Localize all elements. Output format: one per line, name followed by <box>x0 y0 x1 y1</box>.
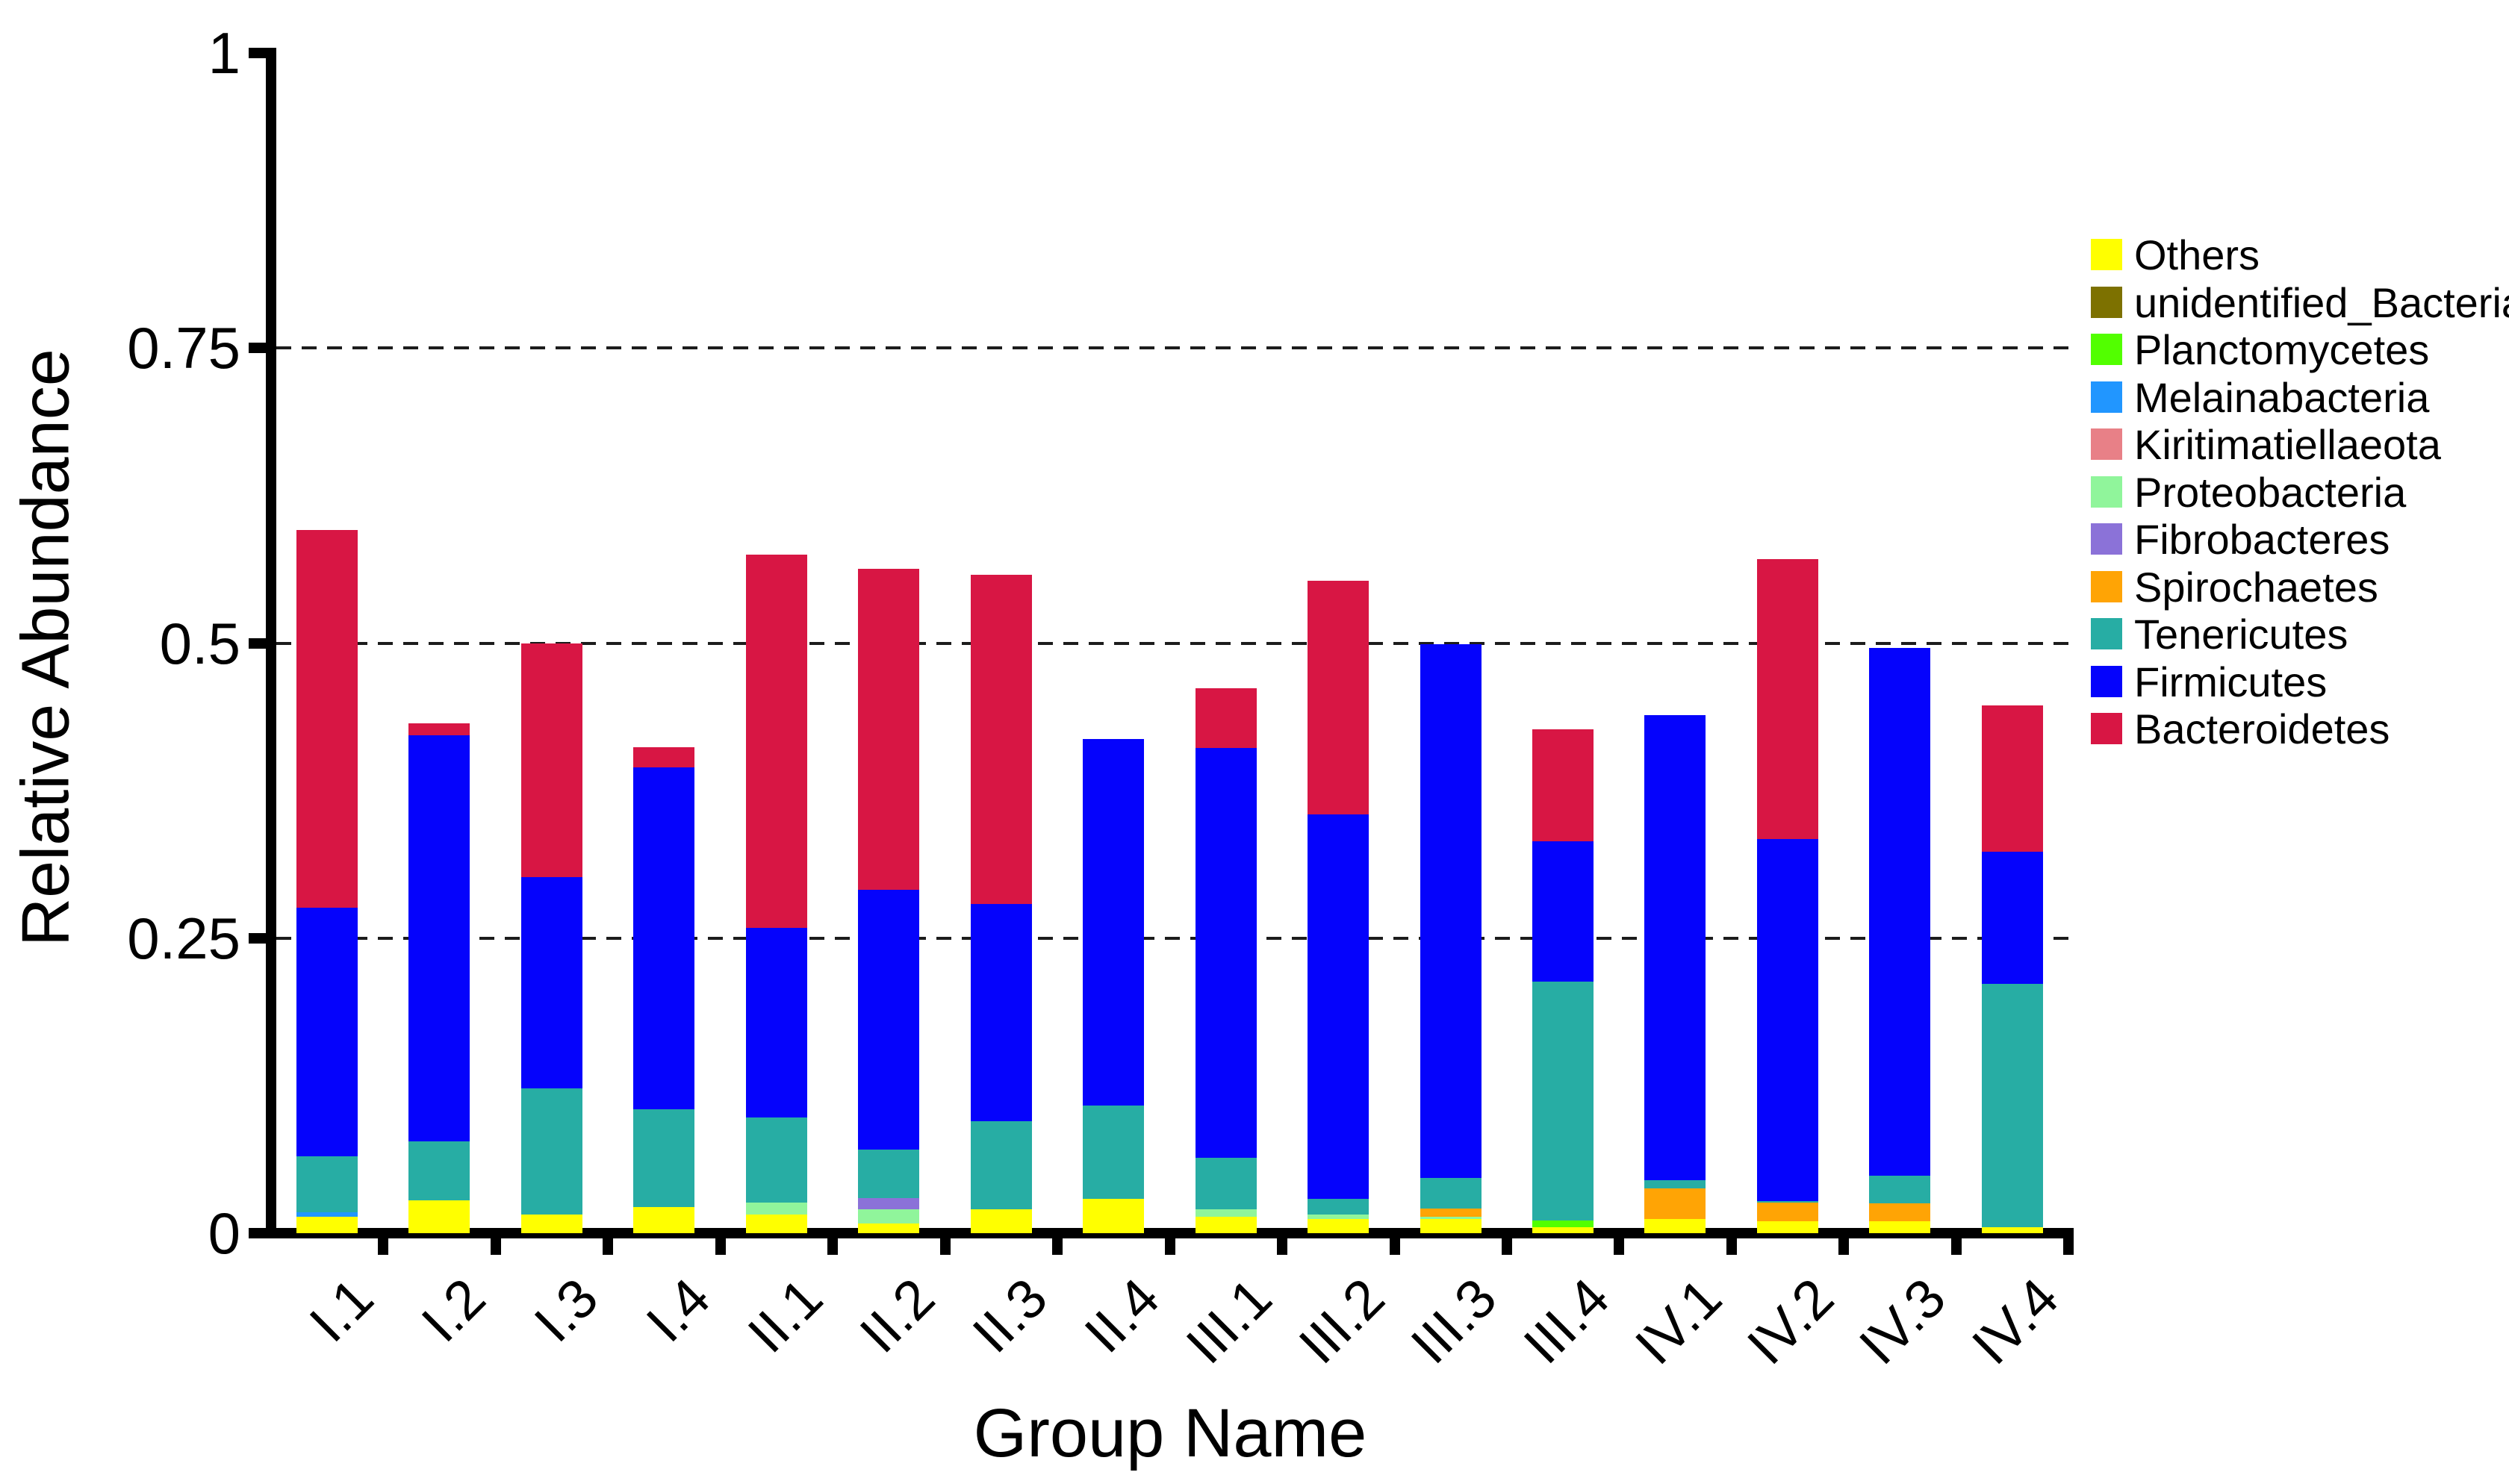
bar-segment-I.2-Others[interactable] <box>408 1200 470 1233</box>
legend-swatch-kiritimatiellaeota <box>2091 428 2122 460</box>
bar-segment-III.1-Firmicutes[interactable] <box>1195 748 1257 1233</box>
y-axis-title: Relative Abundance <box>8 349 84 947</box>
x-tick-4 <box>715 1228 726 1255</box>
x-tick-label-III.1: III.1 <box>1174 1266 1284 1376</box>
legend-swatch-planctomycetes <box>2091 334 2122 365</box>
y-tick-0.75 <box>249 343 271 354</box>
legend-label-unidentified_bacteria: unidentified_Bacteria <box>2134 278 2509 326</box>
x-tick-14 <box>1838 1228 1850 1255</box>
bar-segment-II.4-Others[interactable] <box>1083 1199 1145 1233</box>
bar-segment-IV.4-Others[interactable] <box>1981 1227 2043 1233</box>
y-tick-label-0.25: 0.25 <box>127 905 240 971</box>
y-tick-label-0: 0 <box>208 1200 240 1266</box>
bar-segment-IV.4-Tenericutes[interactable] <box>1981 984 2043 1233</box>
bar-segment-III.4-Tenericutes[interactable] <box>1532 982 1594 1233</box>
x-axis-title: Group Name <box>973 1395 1367 1471</box>
x-tick-label-IV.1: IV.1 <box>1623 1266 1733 1377</box>
bar-segment-III.4-Others[interactable] <box>1532 1227 1594 1233</box>
legend-label-melainabacteria: Melainabacteria <box>2134 373 2430 421</box>
x-tick-16 <box>2063 1228 2074 1255</box>
x-tick-1 <box>378 1228 389 1255</box>
x-tick-label-I.4: I.4 <box>634 1266 722 1354</box>
x-tick-label-I.2: I.2 <box>409 1266 497 1354</box>
bar-segment-I.1-Others[interactable] <box>296 1216 358 1233</box>
legend-label-fibrobacteres: Fibrobacteres <box>2134 516 2390 563</box>
y-tick-0 <box>249 1228 271 1238</box>
legend-label-planctomycetes: Planctomycetes <box>2134 326 2430 373</box>
bar-segment-II.1-Others[interactable] <box>745 1214 807 1233</box>
legend-label-spirochaetes: Spirochaetes <box>2134 563 2378 611</box>
legend-swatch-firmicutes <box>2091 665 2122 697</box>
x-tick-8 <box>1164 1228 1175 1255</box>
y-tick-label-1: 1 <box>208 20 240 86</box>
legend-swatch-unidentified_bacteria <box>2091 286 2122 318</box>
x-tick-9 <box>1277 1228 1288 1255</box>
x-tick-10 <box>1389 1228 1400 1255</box>
bar-segment-IV.1-Others[interactable] <box>1644 1219 1706 1233</box>
bar-segment-II.3-Others[interactable] <box>970 1209 1032 1233</box>
x-tick-label-II.4: II.4 <box>1072 1266 1172 1365</box>
x-tick-label-III.3: III.3 <box>1399 1266 1508 1376</box>
x-tick-11 <box>1501 1228 1512 1255</box>
x-tick-label-IV.2: IV.2 <box>1735 1266 1846 1377</box>
x-tick-label-II.2: II.2 <box>848 1266 947 1365</box>
bar-segment-III.3-Firmicutes[interactable] <box>1420 644 1482 1233</box>
x-tick-label-IV.3: IV.3 <box>1847 1266 1958 1377</box>
bar-segment-III.1-Others[interactable] <box>1195 1216 1257 1233</box>
legend-label-others: Others <box>2134 231 2260 278</box>
bar-segment-I.3-Others[interactable] <box>520 1214 582 1233</box>
legend-label-kiritimatiellaeota: Kiritimatiellaeota <box>2134 421 2441 468</box>
gridline-0.75 <box>276 346 2068 350</box>
x-tick-13 <box>1726 1228 1737 1255</box>
x-tick-6 <box>939 1228 951 1255</box>
bar-segment-III.2-Others[interactable] <box>1308 1219 1369 1233</box>
x-tick-label-IV.4: IV.4 <box>1959 1266 2070 1377</box>
x-tick-12 <box>1614 1228 1625 1255</box>
bar-segment-III.2-Firmicutes[interactable] <box>1308 814 1369 1233</box>
y-tick-0.25 <box>249 932 271 944</box>
legend-swatch-spirochaetes <box>2091 570 2122 602</box>
x-tick-label-III.2: III.2 <box>1287 1266 1396 1376</box>
x-tick-label-II.1: II.1 <box>736 1266 834 1365</box>
legend-label-proteobacteria: Proteobacteria <box>2134 468 2407 516</box>
bar-segment-IV.3-Firmicutes[interactable] <box>1869 647 1931 1233</box>
legend-swatch-fibrobacteres <box>2091 523 2122 555</box>
bar-segment-IV.2-Others[interactable] <box>1756 1221 1818 1233</box>
x-tick-label-I.1: I.1 <box>297 1266 385 1354</box>
bar-segment-I.3-Tenericutes[interactable] <box>520 1088 582 1233</box>
x-tick-2 <box>490 1228 501 1255</box>
x-tick-label-II.3: II.3 <box>960 1266 1059 1365</box>
bar-segment-II.2-Others[interactable] <box>858 1223 920 1233</box>
x-tick-15 <box>1950 1228 1962 1255</box>
legend-swatch-melainabacteria <box>2091 381 2122 413</box>
legend-label-firmicutes: Firmicutes <box>2134 658 2328 705</box>
bar-segment-III.3-Others[interactable] <box>1420 1219 1482 1233</box>
y-tick-1 <box>249 48 271 58</box>
legend-swatch-bacteroidetes <box>2091 713 2122 744</box>
legend-label-bacteroidetes: Bacteroidetes <box>2134 705 2390 752</box>
x-tick-5 <box>827 1228 839 1255</box>
x-tick-3 <box>603 1228 614 1255</box>
legend-swatch-proteobacteria <box>2091 476 2122 508</box>
bar-segment-IV.2-Firmicutes[interactable] <box>1756 838 1818 1233</box>
gridline-0.5 <box>276 641 2068 645</box>
x-tick-7 <box>1052 1228 1063 1255</box>
bar-segment-I.4-Others[interactable] <box>633 1207 695 1233</box>
bar-segment-IV.1-Firmicutes[interactable] <box>1644 714 1706 1233</box>
gridline-0.25 <box>276 936 2068 940</box>
legend-label-tenericutes: Tenericutes <box>2134 611 2348 658</box>
legend-swatch-tenericutes <box>2091 618 2122 649</box>
x-tick-label-I.3: I.3 <box>522 1266 610 1354</box>
y-tick-0.5 <box>249 637 271 649</box>
x-tick-label-III.4: III.4 <box>1511 1266 1621 1376</box>
bar-segment-IV.3-Others[interactable] <box>1869 1221 1931 1233</box>
legend-swatch-others <box>2091 239 2122 270</box>
y-tick-label-0.75: 0.75 <box>127 315 240 381</box>
y-tick-label-0.5: 0.5 <box>159 610 240 676</box>
